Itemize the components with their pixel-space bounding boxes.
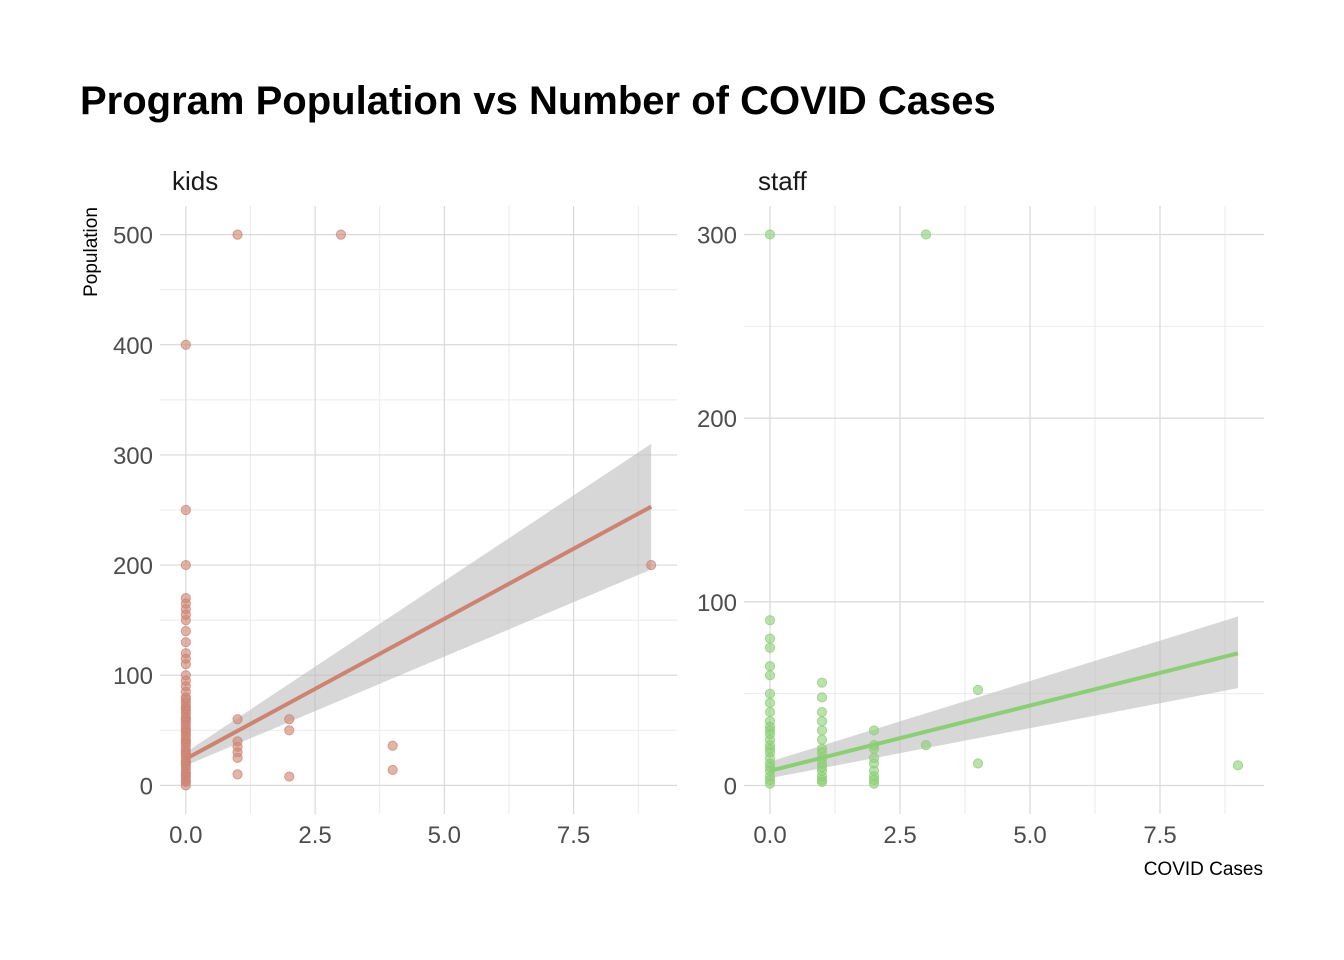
y-tick-label: 0	[140, 773, 153, 800]
confidence-band	[770, 616, 1238, 779]
data-point	[232, 714, 243, 725]
data-point	[284, 725, 295, 736]
data-point	[180, 593, 191, 604]
data-point	[816, 692, 828, 703]
y-tick-label: 100	[697, 590, 737, 617]
regression-line	[769, 651, 1239, 773]
x-axis-label: COVID Cases	[1144, 859, 1263, 880]
data-point	[868, 778, 880, 789]
data-point	[764, 661, 776, 672]
y-axis-label: Population	[81, 207, 102, 297]
x-tick-label: 2.5	[883, 822, 916, 849]
data-point	[816, 716, 828, 727]
data-point	[764, 706, 776, 718]
data-point	[816, 734, 828, 745]
y-tick-label: 500	[113, 223, 153, 250]
chart-title: Program Population vs Number of COVID Ca…	[80, 79, 996, 123]
data-point	[816, 706, 828, 718]
data-point	[284, 771, 295, 782]
x-tick-label: 2.5	[298, 822, 331, 849]
y-tick-label: 300	[697, 222, 737, 249]
data-point	[764, 642, 776, 653]
y-tick-label: 100	[113, 663, 153, 690]
x-tick-label: 0.0	[753, 822, 786, 849]
confidence-band	[185, 443, 652, 766]
x-tick-label: 0.0	[169, 822, 202, 849]
data-point	[646, 559, 657, 571]
data-point	[972, 758, 984, 769]
data-point	[764, 697, 776, 708]
regression-line	[184, 504, 653, 761]
data-point	[232, 752, 243, 763]
x-tick-label: 7.5	[1143, 822, 1176, 849]
data-point	[920, 740, 932, 751]
panel-kids: 0.0 2.5 5.0 7.5 0 100 200 300 400 500	[113, 206, 677, 849]
data-point	[764, 688, 776, 699]
data-point	[816, 725, 828, 736]
data-point	[764, 778, 776, 789]
data-point	[180, 637, 191, 648]
data-point	[764, 633, 776, 644]
data-point	[764, 615, 776, 626]
data-point	[972, 684, 984, 696]
data-point	[180, 670, 191, 681]
x-tick-label: 7.5	[557, 822, 590, 849]
data-point	[180, 626, 191, 637]
data-point	[180, 648, 191, 659]
panels: 0.0 2.5 5.0 7.5 0 100 200 300 400 500 0.0 2.5 5.0 7.5…	[113, 206, 1264, 849]
panel-strip-kids: kids	[172, 166, 218, 196]
data-point	[180, 504, 191, 516]
data-point	[387, 764, 398, 776]
data-point	[180, 339, 191, 350]
y-tick-label: 300	[113, 443, 153, 470]
data-point	[335, 229, 347, 240]
data-point	[764, 229, 776, 240]
data-point	[764, 670, 776, 681]
y-tick-label: 400	[113, 333, 153, 360]
data-point	[868, 725, 880, 736]
data-point	[284, 714, 295, 725]
data-point	[232, 769, 243, 780]
panel-staff: 0.0 2.5 5.0 7.5 0 100 200 300	[697, 206, 1264, 849]
y-tick-label: 200	[113, 553, 153, 580]
data-point	[232, 229, 243, 240]
y-tick-label: 0	[724, 774, 737, 801]
panel-strip-staff: staff	[758, 166, 807, 196]
data-point	[816, 776, 828, 787]
x-tick-label: 5.0	[1013, 822, 1046, 849]
data-point	[816, 677, 828, 688]
x-tick-label: 5.0	[428, 822, 461, 849]
data-point	[1232, 760, 1244, 771]
data-point	[180, 559, 191, 571]
y-tick-label: 200	[697, 406, 737, 433]
data-point	[920, 229, 932, 240]
data-point	[387, 740, 398, 751]
